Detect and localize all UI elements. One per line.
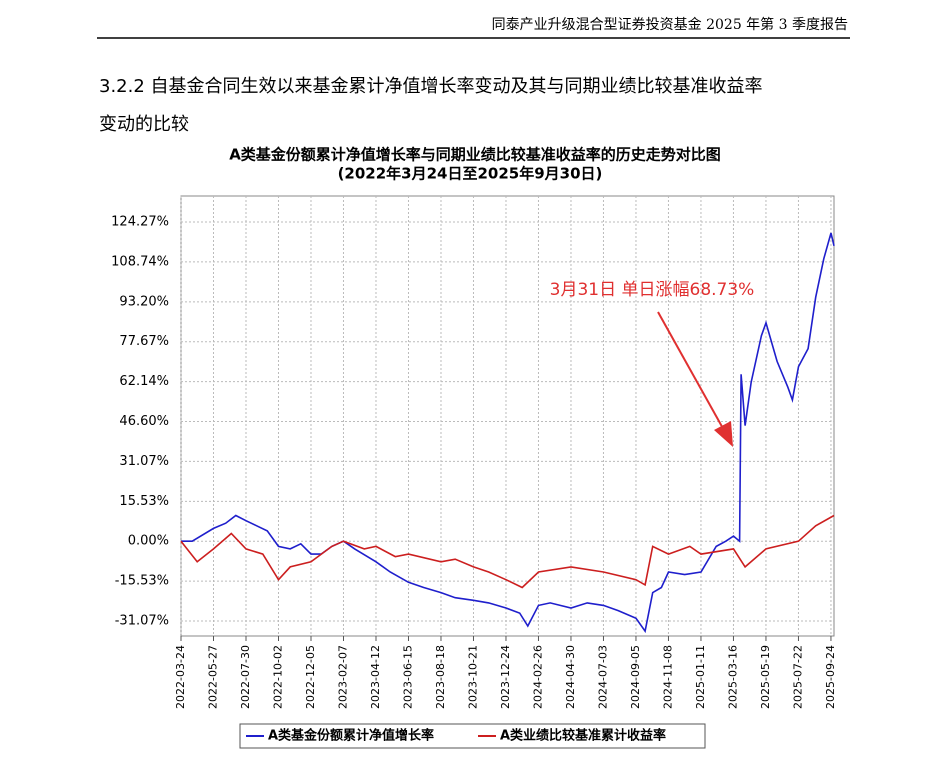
legend-label: A类业绩比较基准累计收益率 [500,728,666,744]
x-tick-label: 2024-02-26 [531,645,544,709]
x-tick-label: 2023-12-24 [499,645,512,709]
annotation-arrow [657,311,726,433]
y-tick-label: 93.20% [119,294,169,309]
data-line [180,514,835,589]
annotation-arrowhead [714,421,733,447]
x-tick-label: 2025-01-11 [694,645,707,709]
data-line [181,232,835,634]
x-tick-label: 2023-04-12 [369,645,382,709]
annotation: 3月31日 单日涨幅68.73% [550,280,755,300]
header-title: 同泰产业升级混合型证券投资基金 2025 年第 3 季度报告 [492,16,848,33]
x-tick-label: 2024-11-08 [661,645,674,709]
y-tick-label: 62.14% [119,374,169,389]
x-tick-label: 2023-08-18 [434,645,447,709]
x-tick-label: 2025-07-22 [791,645,804,709]
x-tick-label: 2022-05-27 [206,645,219,709]
x-tick-label: 2025-03-16 [726,645,739,709]
y-tick-label: 31.07% [119,454,169,469]
legend-box [239,723,706,749]
x-tick-label: 2024-07-03 [596,645,609,709]
x-tick-label: 2022-12-05 [304,645,317,709]
x-tick-label: 2023-06-15 [401,645,414,709]
y-tick-label: 15.53% [119,494,169,509]
y-tick-label: 46.60% [119,414,169,429]
x-tick-label: 2025-09-24 [824,645,837,709]
y-tick-label: -15.53% [115,574,169,589]
plot-area [180,195,835,637]
chart-subtitle: (2022年3月24日至2025年9月30日) [338,165,603,183]
x-tick-label: 2025-05-19 [759,645,772,709]
x-tick-label: 2024-09-05 [629,645,642,709]
y-tick-label: 108.74% [111,254,169,269]
x-tick-label: 2022-03-24 [174,645,187,709]
x-tick-label: 2024-04-30 [564,645,577,709]
x-tick-label: 2022-10-02 [271,645,284,709]
section-heading: 变动的比较 [99,114,189,135]
y-tick-label: -31.07% [115,614,169,629]
y-tick-label: 0.00% [128,534,169,549]
chart-title: A类基金份额累计净值增长率与同期业绩比较基准收益率的历史走势对比图 [229,146,721,164]
legend-label: A类基金份额累计净值增长率 [268,728,434,744]
section-heading: 3.2.2 自基金合同生效以来基金累计净值增长率变动及其与同期业绩比较基准收益率 [99,76,763,97]
x-tick-label: 2023-10-21 [466,645,479,709]
x-tick-label: 2023-02-07 [336,645,349,709]
y-tick-label: 77.67% [119,334,169,349]
y-tick-label: 124.27% [111,215,169,230]
x-tick-label: 2022-07-30 [239,645,252,709]
